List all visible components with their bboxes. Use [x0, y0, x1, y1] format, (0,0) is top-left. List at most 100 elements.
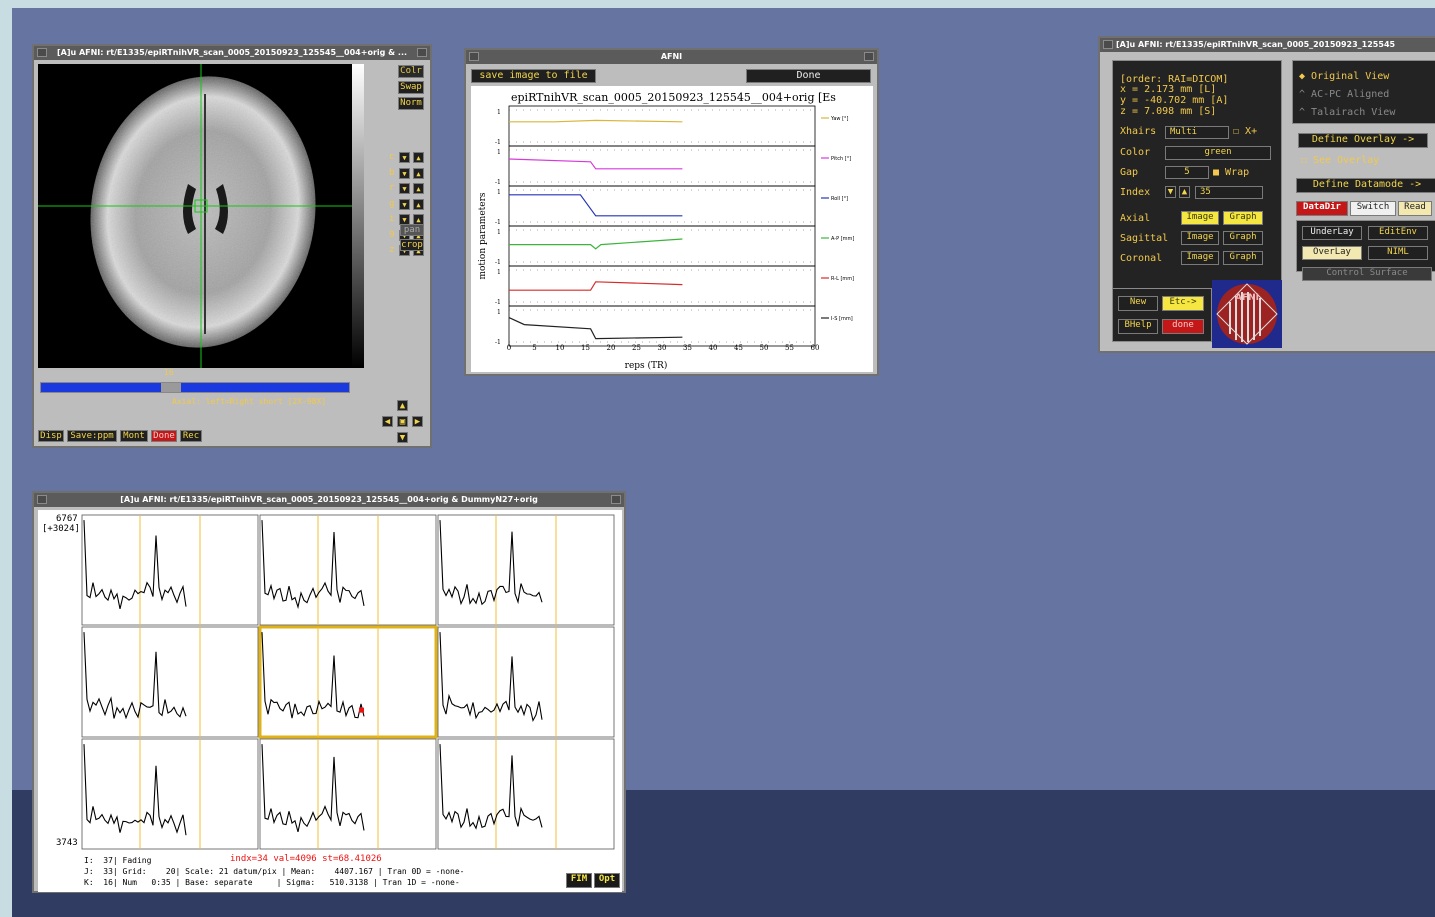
define-overlay-button[interactable]: Define Overlay ->	[1298, 133, 1428, 148]
view-image-button-1[interactable]: Image	[1181, 231, 1219, 245]
motion-plot-area: epiRTnihVR_scan_0005_20150923_125545__00…	[471, 86, 873, 372]
view-graph-button-0[interactable]: Graph	[1223, 211, 1263, 225]
xplus-label[interactable]: ☐ X+	[1233, 126, 1258, 137]
control-surface-button[interactable]: Control Surface	[1302, 267, 1432, 281]
controller-done-button[interactable]: done	[1162, 319, 1204, 334]
bhelp-button[interactable]: BHelp	[1118, 319, 1158, 334]
graph-titlebar[interactable]: [A]u AFNI: rt/E1335/epiRTnihVR_scan_0005…	[34, 493, 624, 507]
selected-voxel-cell[interactable]	[258, 625, 438, 739]
letter-up-icon-0[interactable]: ▲	[413, 152, 424, 163]
niml-button[interactable]: NIML	[1368, 246, 1428, 260]
wrap-label: Wrap	[1225, 167, 1250, 178]
xhairs-select[interactable]: Multi	[1165, 126, 1229, 139]
new-button[interactable]: New	[1118, 296, 1158, 311]
radio-original-label: Original View	[1311, 71, 1390, 82]
wrap-checkbox[interactable]: ■ Wrap	[1213, 167, 1250, 178]
letter-down-icon-1[interactable]: ▼	[399, 167, 410, 179]
motion-titlebar[interactable]: AFNI	[466, 50, 877, 64]
fim-button[interactable]: FIM	[566, 873, 592, 888]
voxel-timeseries-7	[261, 744, 365, 833]
voxel-cell-7[interactable]	[259, 738, 437, 850]
graph-grid-svg[interactable]	[38, 510, 622, 855]
see-overlay-checkbox[interactable]: ☐ See Overlay	[1301, 155, 1380, 166]
motion-legend-label-4: R-L [mm]	[831, 276, 854, 282]
overlay-button[interactable]: OverLay	[1302, 246, 1362, 260]
index-up-icon[interactable]: ▲	[1179, 186, 1190, 198]
maximize-icon[interactable]	[864, 52, 874, 61]
brain-image[interactable]	[38, 64, 358, 368]
motion-x-tick-7: 35	[683, 344, 692, 352]
voxel-cell-2[interactable]	[437, 514, 615, 626]
graph-area: 6767 [+3024] 3743 indx=34 val=4096 st=68…	[38, 510, 622, 892]
view-graph-button-2[interactable]: Graph	[1223, 251, 1263, 265]
colr-button[interactable]: Colr	[398, 65, 424, 78]
arrow-up-icon[interactable]: ▲	[397, 400, 408, 411]
voxel-cell-3[interactable]	[81, 626, 259, 738]
letter-up-icon-1[interactable]: ▲	[413, 167, 424, 179]
mont-button[interactable]: Mont	[120, 430, 148, 442]
center-icon[interactable]: ▣	[397, 416, 408, 427]
done-button[interactable]: Done	[151, 430, 177, 442]
switch-button[interactable]: Switch	[1350, 201, 1396, 216]
voxel-cell-6[interactable]	[81, 738, 259, 850]
view-label-0: Axial	[1120, 213, 1151, 224]
motion-panel-frame-0	[508, 105, 816, 147]
minimize-icon[interactable]	[1103, 40, 1113, 49]
radio-acpc-aligned[interactable]: ^ AC-PC Aligned	[1299, 89, 1390, 100]
letter-up-icon-3[interactable]: ▲	[413, 198, 424, 210]
editenv-button[interactable]: EditEnv	[1368, 226, 1428, 240]
gap-select[interactable]: 5	[1165, 166, 1209, 179]
arrow-right-icon[interactable]: ▶	[412, 416, 423, 427]
letter-down-icon-3[interactable]: ▼	[399, 198, 410, 210]
grayscale-colorbar[interactable]	[352, 64, 364, 368]
swap-button[interactable]: Swap	[398, 81, 424, 94]
index-down-icon[interactable]: ▼	[1165, 186, 1176, 198]
crop-button[interactable]: crop	[400, 239, 424, 251]
slice-slider[interactable]	[40, 382, 350, 393]
view-image-button-0[interactable]: Image	[1181, 211, 1219, 225]
index-input[interactable]: 35	[1195, 186, 1263, 199]
arrow-left-icon[interactable]: ◀	[382, 416, 393, 427]
save-image-button[interactable]: save image to file	[471, 69, 596, 83]
motion-y-tick-bottom-0: -1	[495, 139, 501, 146]
opt-button[interactable]: Opt	[594, 873, 620, 888]
letter-down-icon-2[interactable]: ▼	[399, 183, 410, 194]
voxel-timeseries-3	[83, 632, 187, 720]
save-ppm-button[interactable]: Save:ppm	[67, 430, 117, 442]
letter-up-icon-2[interactable]: ▲	[413, 183, 424, 194]
pan-button[interactable]: pan	[400, 224, 424, 236]
disp-button[interactable]: Disp	[38, 430, 64, 442]
underlay-button[interactable]: UnderLay	[1302, 226, 1362, 240]
maximize-icon[interactable]	[611, 495, 621, 504]
minimize-icon[interactable]	[469, 52, 479, 61]
color-select[interactable]: green	[1165, 146, 1271, 160]
image-viewer-titlebar[interactable]: [A]u AFNI: rt/E1335/epiRTnihVR_scan_0005…	[34, 46, 430, 60]
rec-button[interactable]: Rec	[180, 430, 202, 442]
voxel-cell-0[interactable]	[81, 514, 259, 626]
arrow-down-icon[interactable]: ▼	[397, 432, 408, 443]
datadir-button[interactable]: DataDir	[1296, 201, 1348, 216]
view-image-button-2[interactable]: Image	[1181, 251, 1219, 265]
radio-talairach-view[interactable]: ^ Talairach View	[1299, 107, 1396, 118]
radio-acpc-label: AC-PC Aligned	[1311, 89, 1390, 100]
minimize-icon[interactable]	[37, 495, 47, 504]
read-button[interactable]: Read	[1398, 201, 1432, 216]
slider-thumb[interactable]	[161, 383, 181, 392]
voxel-cell-5[interactable]	[437, 626, 615, 738]
etc-button[interactable]: Etc->	[1162, 296, 1204, 311]
view-graph-button-1[interactable]: Graph	[1223, 231, 1263, 245]
define-datamode-button[interactable]: Define Datamode ->	[1296, 178, 1435, 193]
graph-info-line-3: K: 16| Num 0:35 | Base: separate | Sigma…	[84, 878, 460, 887]
color-label: Color	[1120, 147, 1151, 158]
maximize-icon[interactable]	[417, 48, 427, 57]
letter-down-icon-0[interactable]: ▼	[399, 152, 410, 163]
norm-button[interactable]: Norm	[398, 97, 424, 110]
radio-original-view[interactable]: ◆ Original View	[1299, 71, 1390, 82]
controller-titlebar[interactable]: [A]u AFNI: rt/E1335/epiRTnihVR_scan_0005…	[1100, 38, 1435, 52]
voxel-cell-1[interactable]	[259, 514, 437, 626]
motion-done-button[interactable]: Done	[746, 69, 871, 83]
minimize-icon[interactable]	[37, 48, 47, 57]
voxel-cell-8[interactable]	[437, 738, 615, 850]
motion-y-tick-bottom-1: -1	[495, 179, 501, 186]
coord-order: [order: RAI=DICOM]	[1120, 74, 1229, 85]
